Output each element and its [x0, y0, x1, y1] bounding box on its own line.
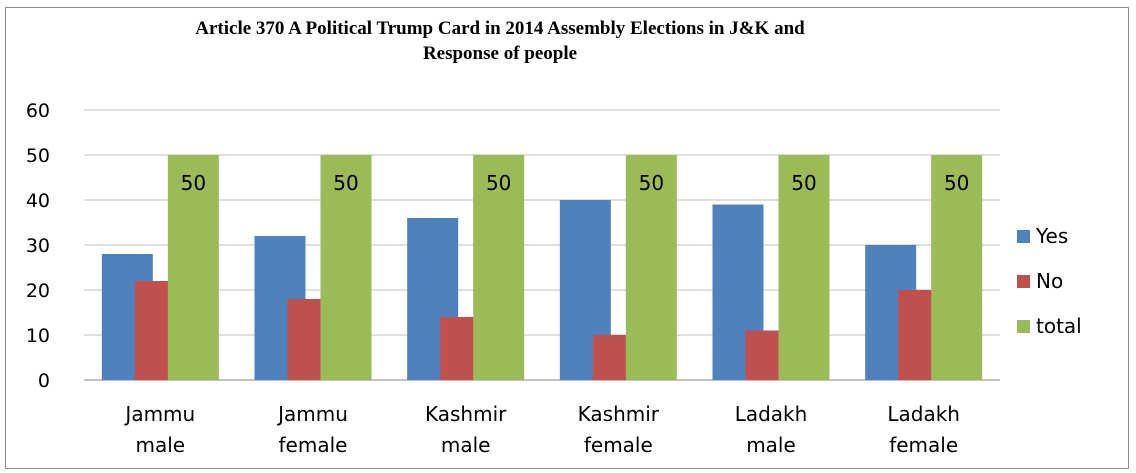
x-category-label: Ladakh	[735, 402, 808, 426]
data-label: 50	[791, 171, 816, 195]
y-tick-label: 20	[26, 280, 50, 302]
legend-label-total: total	[1036, 314, 1082, 338]
y-axis-ticks: 0 10 20 30 40 50 60	[26, 100, 50, 392]
y-tick-label: 40	[26, 190, 50, 212]
x-category-label: male	[136, 433, 186, 457]
x-category-label: Ladakh	[887, 402, 960, 426]
chart-title: Article 370 A Political Trump Card in 20…	[120, 16, 880, 66]
bar-total	[625, 155, 677, 380]
data-label: 50	[639, 171, 664, 195]
legend-swatch-yes	[1017, 230, 1030, 243]
bar-total	[931, 155, 983, 380]
y-tick-label: 50	[26, 145, 50, 167]
chart-title-line-1: Article 370 A Political Trump Card in 20…	[195, 18, 805, 39]
legend: Yes No total	[1017, 224, 1082, 338]
legend-swatch-no	[1017, 275, 1030, 288]
x-category-label: female	[279, 433, 348, 457]
bar-total	[320, 155, 372, 380]
x-axis-categories: Jammu male Jammu female Kashmir male Kashmir fe…	[123, 402, 960, 457]
legend-label-yes: Yes	[1035, 224, 1068, 248]
y-tick-label: 10	[26, 325, 50, 347]
x-category-label: female	[584, 433, 653, 457]
bar-total	[473, 155, 525, 380]
y-tick-label: 0	[38, 370, 50, 392]
x-category-label: Kashmir	[578, 402, 660, 426]
gridlines	[84, 109, 1000, 381]
data-label: 50	[333, 171, 358, 195]
x-category-label: female	[889, 433, 958, 457]
x-category-label: male	[746, 433, 796, 457]
bar-total	[778, 155, 830, 380]
bar-total	[167, 155, 219, 380]
x-category-label: male	[441, 433, 491, 457]
data-label: 50	[486, 171, 511, 195]
data-label: 50	[944, 171, 969, 195]
x-category-label: Jammu	[123, 402, 195, 426]
legend-label-no: No	[1036, 269, 1063, 293]
chart-title-line-2: Response of people	[422, 43, 578, 64]
bars	[101, 155, 983, 380]
x-category-label: Kashmir	[425, 402, 507, 426]
x-category-label: Jammu	[276, 402, 348, 426]
legend-swatch-total	[1017, 320, 1030, 333]
data-label: 50	[181, 171, 206, 195]
data-labels: 50 50 50 50 50 50	[181, 171, 970, 195]
y-tick-label: 30	[26, 235, 50, 257]
y-tick-label: 60	[26, 100, 50, 122]
